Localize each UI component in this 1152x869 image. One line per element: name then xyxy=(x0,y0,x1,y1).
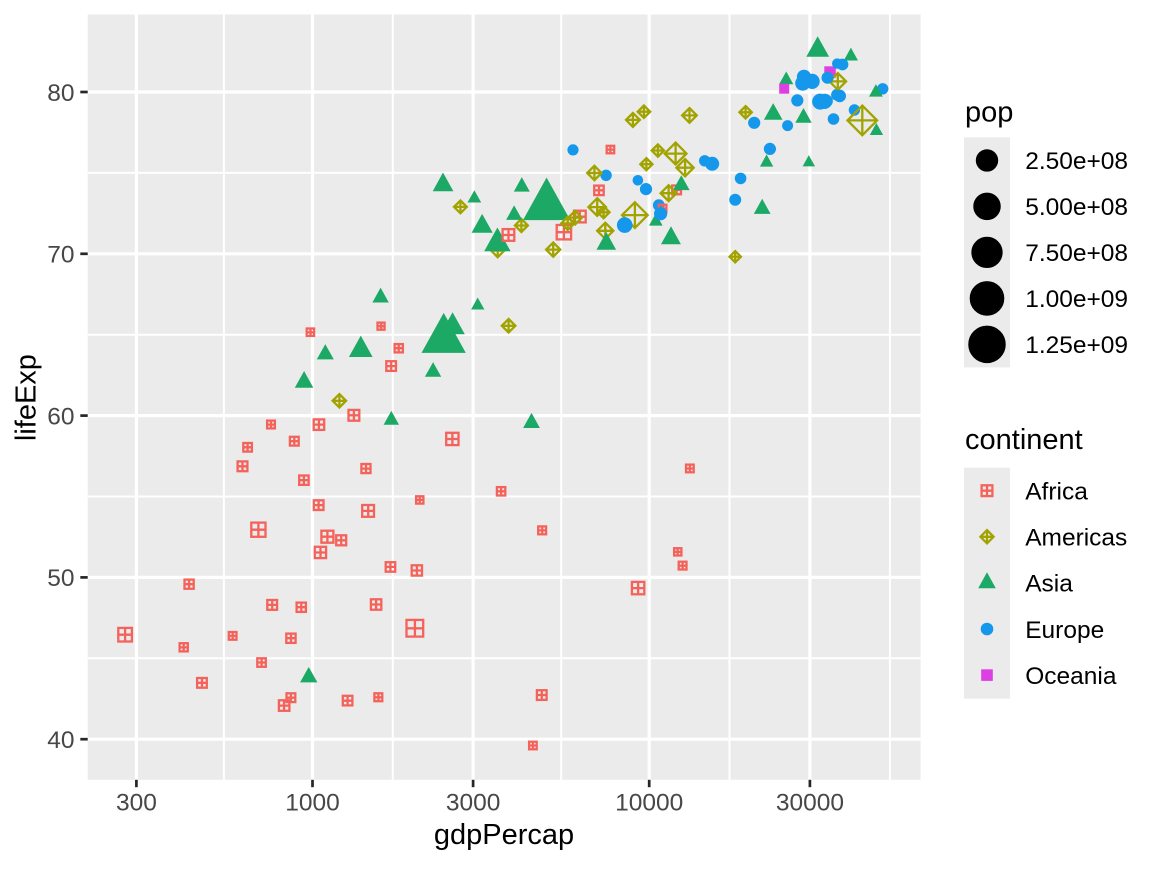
svg-text:1.00e+09: 1.00e+09 xyxy=(1025,286,1128,313)
svg-text:10000: 10000 xyxy=(615,790,683,817)
svg-text:1.25e+09: 1.25e+09 xyxy=(1025,332,1128,359)
svg-text:1000: 1000 xyxy=(285,790,340,817)
svg-text:Africa: Africa xyxy=(1025,479,1088,506)
svg-text:70: 70 xyxy=(47,242,74,269)
svg-text:lifeExp: lifeExp xyxy=(11,354,43,441)
svg-text:pop: pop xyxy=(965,97,1013,129)
svg-text:5.00e+08: 5.00e+08 xyxy=(1025,194,1128,221)
svg-text:80: 80 xyxy=(47,80,74,107)
svg-text:60: 60 xyxy=(47,403,74,430)
svg-text:Europe: Europe xyxy=(1025,617,1104,644)
svg-text:Oceania: Oceania xyxy=(1025,663,1117,690)
svg-text:2.50e+08: 2.50e+08 xyxy=(1025,148,1128,175)
svg-text:300: 300 xyxy=(116,790,157,817)
svg-text:continent: continent xyxy=(965,424,1083,456)
svg-text:50: 50 xyxy=(47,565,74,592)
svg-text:40: 40 xyxy=(47,727,74,754)
svg-text:3000: 3000 xyxy=(446,790,501,817)
svg-text:gdpPercap: gdpPercap xyxy=(434,819,574,851)
svg-text:Americas: Americas xyxy=(1025,525,1127,552)
svg-text:30000: 30000 xyxy=(776,790,844,817)
svg-text:Asia: Asia xyxy=(1025,571,1073,598)
svg-text:7.50e+08: 7.50e+08 xyxy=(1025,240,1128,267)
